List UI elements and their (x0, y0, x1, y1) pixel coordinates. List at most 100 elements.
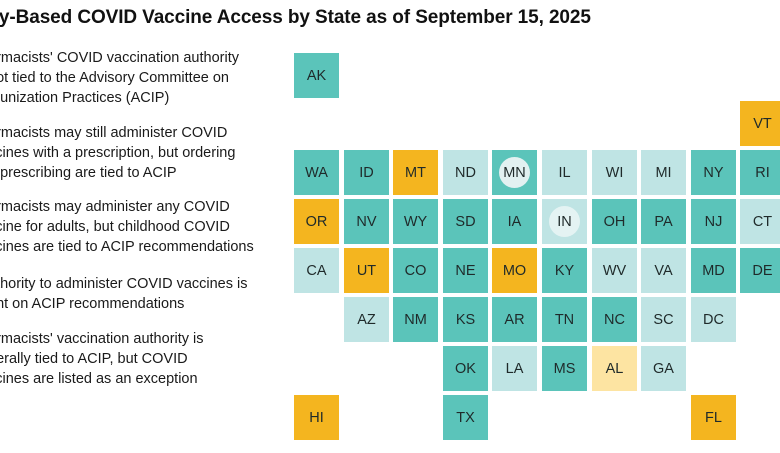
state-label: CO (404, 262, 427, 279)
legend-item-3: armacists may administer any COVID ccine… (0, 197, 258, 257)
state-tile-mt: MT (393, 150, 438, 195)
state-label: KY (554, 262, 575, 279)
state-label: WI (605, 164, 624, 181)
state-tile-sc: SC (641, 297, 686, 342)
legend-item-4: uthority to administer COVID vaccines is… (0, 274, 258, 314)
state-tile-nj: NJ (691, 199, 736, 244)
state-label: MT (405, 164, 426, 181)
state-label: NC (604, 311, 625, 328)
state-tile-ky: KY (542, 248, 587, 293)
state-tile-ga: GA (641, 346, 686, 391)
state-label: KS (455, 311, 476, 328)
state-tile-tn: TN (542, 297, 587, 342)
state-marker-circle (549, 206, 580, 237)
state-label: OR (305, 213, 328, 230)
state-label: GA (653, 360, 674, 377)
state-tile-al: AL (592, 346, 637, 391)
state-label: WV (602, 262, 627, 279)
state-label: MD (702, 262, 725, 279)
legend-line: nerally tied to ACIP, but COVID (0, 351, 188, 367)
state-label: VT (753, 115, 772, 132)
state-tile-mo: MO (492, 248, 537, 293)
legend-line: ccine for adults, but childhood COVID (0, 219, 230, 235)
state-label: MI (655, 164, 672, 181)
state-label: NJ (704, 213, 723, 230)
state-label: WA (305, 164, 328, 181)
state-tile-co: CO (393, 248, 438, 293)
state-label: ID (359, 164, 374, 181)
state-label: NY (703, 164, 724, 181)
state-label: AK (306, 67, 327, 84)
state-label: TX (456, 409, 475, 426)
state-label: IA (507, 213, 522, 230)
state-tile-ok: OK (443, 346, 488, 391)
legend-line: munization Practices (ACIP) (0, 90, 170, 106)
state-tile-nv: NV (344, 199, 389, 244)
state-label: NM (404, 311, 427, 328)
state-label: CT (752, 213, 773, 230)
state-label: RI (755, 164, 770, 181)
state-tile-dc: DC (691, 297, 736, 342)
state-label: OH (603, 213, 626, 230)
state-tile-nd: ND (443, 150, 488, 195)
state-tile-or: OR (294, 199, 339, 244)
state-tile-az: AZ (344, 297, 389, 342)
state-marker-circle (499, 157, 530, 188)
legend-line: not tied to the Advisory Committee on (0, 70, 229, 86)
state-tile-wa: WA (294, 150, 339, 195)
state-tile-ri: RI (740, 150, 780, 195)
state-tile-sd: SD (443, 199, 488, 244)
state-label: AZ (357, 311, 376, 328)
state-tile-de: DE (740, 248, 780, 293)
legend-line: armacists may administer any COVID (0, 199, 230, 215)
state-label: OK (455, 360, 476, 377)
state-label: FL (705, 409, 722, 426)
state-tile-md: MD (691, 248, 736, 293)
legend-item-2: armacists may still administer COVID cci… (0, 123, 258, 183)
state-tile-hi: HI (294, 395, 339, 440)
legend-line: ccines are tied to ACIP recommendations (0, 239, 254, 255)
state-tile-in: IN (542, 199, 587, 244)
state-label: HI (309, 409, 324, 426)
legend-line: uthority to administer COVID vaccines is (0, 276, 248, 292)
state-label: MO (502, 262, 527, 279)
legend-line: ant on ACIP recommendations (0, 296, 185, 312)
state-tile-tx: TX (443, 395, 488, 440)
state-label: DE (752, 262, 773, 279)
state-label: PA (654, 213, 673, 230)
legend-line: armacists' vaccination authority is (0, 331, 204, 347)
state-tile-la: LA (492, 346, 537, 391)
legend-line: ccines with a prescription, but ordering (0, 145, 236, 161)
state-tile-nm: NM (393, 297, 438, 342)
state-tile-ms: MS (542, 346, 587, 391)
legend-item-1: armacists' COVID vaccination authority n… (0, 48, 258, 108)
state-tile-ct: CT (740, 199, 780, 244)
state-tile-il: IL (542, 150, 587, 195)
state-tile-ne: NE (443, 248, 488, 293)
legend-line: d prescribing are tied to ACIP (0, 165, 177, 181)
state-tile-fl: FL (691, 395, 736, 440)
state-tile-pa: PA (641, 199, 686, 244)
map-title: acy-Based COVID Vaccine Access by State … (0, 7, 591, 28)
state-label: UT (356, 262, 377, 279)
state-tile-wv: WV (592, 248, 637, 293)
state-tile-ny: NY (691, 150, 736, 195)
state-tile-mn: MN (492, 150, 537, 195)
state-tile-ks: KS (443, 297, 488, 342)
legend-line: armacists may still administer COVID (0, 125, 228, 141)
state-label: IL (558, 164, 571, 181)
state-tile-ar: AR (492, 297, 537, 342)
state-label: NV (356, 213, 377, 230)
state-label: SC (653, 311, 674, 328)
state-tile-wy: WY (393, 199, 438, 244)
state-label: NE (455, 262, 476, 279)
state-label: DC (703, 311, 724, 328)
state-label: VA (654, 262, 673, 279)
state-tile-mi: MI (641, 150, 686, 195)
state-label: IN (557, 213, 572, 230)
legend-item-5: armacists' vaccination authority is nera… (0, 329, 258, 389)
state-tile-ca: CA (294, 248, 339, 293)
state-tile-ak: AK (294, 53, 339, 98)
state-tile-ia: IA (492, 199, 537, 244)
state-label: WY (403, 213, 428, 230)
